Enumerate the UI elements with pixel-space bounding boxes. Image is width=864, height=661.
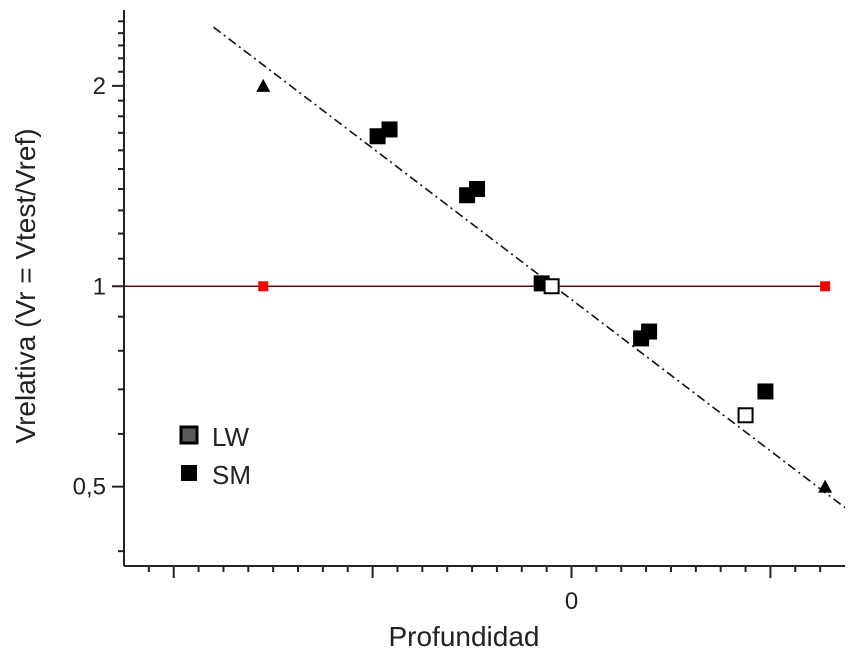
line-layer (124, 26, 846, 509)
data-point-sm (381, 121, 398, 138)
data-point-sm (469, 180, 486, 197)
point-layer (256, 78, 833, 493)
legend-marker-lw (179, 425, 199, 445)
y-axis-title: Vrelativa (Vr = Vtest/Vref) (10, 128, 41, 443)
x-tick-label: 0 (565, 588, 578, 615)
legend-marker-sm (181, 465, 197, 481)
y-tick-label: 0,5 (73, 474, 106, 501)
data-point-triangle (818, 479, 833, 493)
data-point-reference (820, 281, 831, 292)
legend: LW SM (179, 422, 251, 490)
data-point-lw (543, 278, 560, 295)
data-point-sm (641, 323, 658, 340)
axes-layer (123, 10, 845, 567)
y-tick-label: 1 (93, 273, 106, 300)
data-point-sm (757, 383, 774, 400)
legend-label-lw: LW (212, 422, 250, 452)
y-tick-label: 2 (93, 73, 106, 100)
tick-layer: 210,50 (73, 20, 822, 615)
data-point-lw (737, 407, 754, 424)
x-axis-title: Profundidad (388, 621, 539, 652)
data-point-triangle (256, 78, 271, 92)
legend-label-sm: SM (212, 460, 251, 490)
fit-line (213, 26, 846, 509)
data-point-reference (258, 281, 269, 292)
